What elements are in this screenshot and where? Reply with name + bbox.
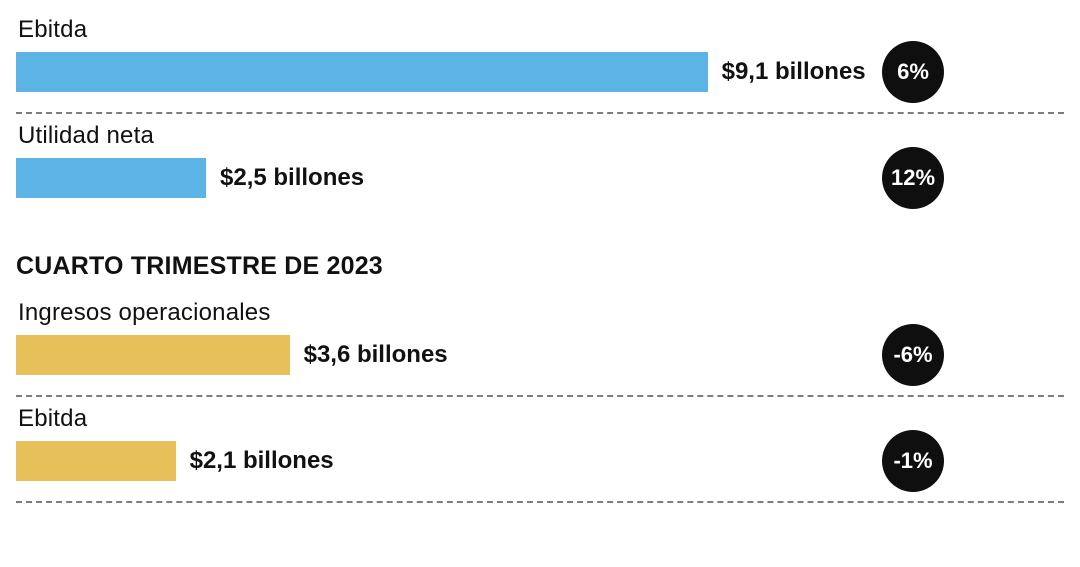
metric-label: Ebitda bbox=[18, 16, 1064, 44]
section-top: Ebitda$9,1 billones6%Utilidad neta$2,5 b… bbox=[0, 0, 1080, 220]
metric-bar-line: $2,5 billones12% bbox=[16, 158, 1064, 198]
metric-label: Ingresos operacionales bbox=[18, 299, 1064, 327]
metric-row: Utilidad neta$2,5 billones12% bbox=[16, 114, 1064, 220]
section-title-q4: CUARTO TRIMESTRE DE 2023 bbox=[16, 252, 1064, 281]
metric-row: Ingresos operacionales$3,6 billones-6% bbox=[16, 291, 1064, 397]
pct-badge: 6% bbox=[882, 41, 944, 103]
metric-bar-line: $3,6 billones-6% bbox=[16, 335, 1064, 375]
metric-label: Ebitda bbox=[18, 405, 1064, 433]
metric-bar-line: $2,1 billones-1% bbox=[16, 441, 1064, 481]
metric-value: $2,1 billones bbox=[190, 447, 334, 475]
metric-bar bbox=[16, 52, 708, 92]
section-q4-2023: CUARTO TRIMESTRE DE 2023 Ingresos operac… bbox=[0, 220, 1080, 503]
metric-row: Ebitda$9,1 billones6% bbox=[16, 8, 1064, 114]
pct-badge: -1% bbox=[882, 430, 944, 492]
metric-row: Ebitda$2,1 billones-1% bbox=[16, 397, 1064, 503]
metric-value: $9,1 billones bbox=[722, 58, 866, 86]
metric-bar bbox=[16, 158, 206, 198]
metric-bar bbox=[16, 441, 176, 481]
metric-label: Utilidad neta bbox=[18, 122, 1064, 150]
metric-bar bbox=[16, 335, 290, 375]
pct-badge: 12% bbox=[882, 147, 944, 209]
metric-bar-line: $9,1 billones6% bbox=[16, 52, 1064, 92]
metric-value: $3,6 billones bbox=[304, 341, 448, 369]
pct-badge: -6% bbox=[882, 324, 944, 386]
metric-value: $2,5 billones bbox=[220, 164, 364, 192]
